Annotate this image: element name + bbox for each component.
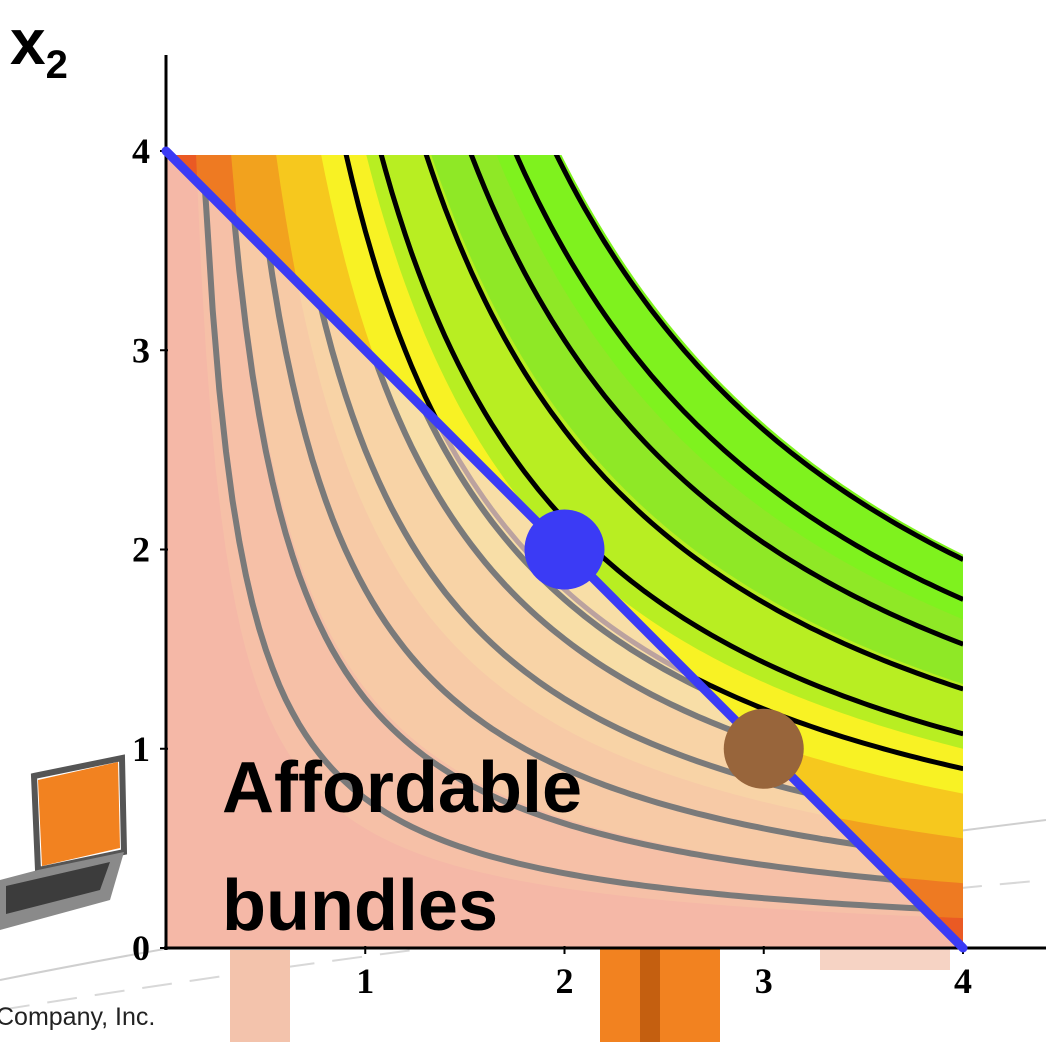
- bundle-points: [524, 509, 804, 789]
- axes: 0 1 2 3 4 1 2 3 4: [132, 55, 1046, 1001]
- x-tick-label-1: 1: [356, 961, 374, 1001]
- indifference-curve-2: [423, 155, 963, 692]
- x-tick-label-4: 4: [954, 961, 972, 1001]
- indifference-curve-gray-3: [166, 155, 963, 862]
- y-tick-label-1: 1: [132, 729, 150, 769]
- y-axis-label: x2: [10, 10, 68, 85]
- y-tick-label-0: 0: [132, 928, 150, 968]
- optimal-bundle: [524, 509, 605, 590]
- indifference-curve-5: [553, 155, 963, 562]
- floor-curve-2: [0, 879, 1046, 1011]
- x-tick-label-3: 3: [755, 961, 773, 1001]
- y-tick-label-2: 2: [132, 530, 150, 570]
- other-bundle: [723, 708, 804, 789]
- y-tick-label-4: 4: [132, 131, 150, 171]
- indifference-curve-gray-2: [166, 155, 963, 889]
- indifference-curve-gray-1: [166, 155, 963, 914]
- y-tick-label-3: 3: [132, 330, 150, 370]
- indifference-curve-4: [513, 155, 963, 602]
- laptop-icon: [0, 754, 128, 930]
- region-label-line-1: Affordable: [222, 748, 582, 828]
- y-axis-label-subscript: 2: [45, 43, 68, 87]
- region-label-line-2: bundles: [222, 866, 498, 946]
- y-axis-label-main: x: [10, 6, 46, 78]
- copyright-text: Company, Inc.: [0, 1003, 156, 1031]
- x-tick-label-2: 2: [556, 961, 574, 1001]
- indifference-curve-3: [468, 155, 963, 647]
